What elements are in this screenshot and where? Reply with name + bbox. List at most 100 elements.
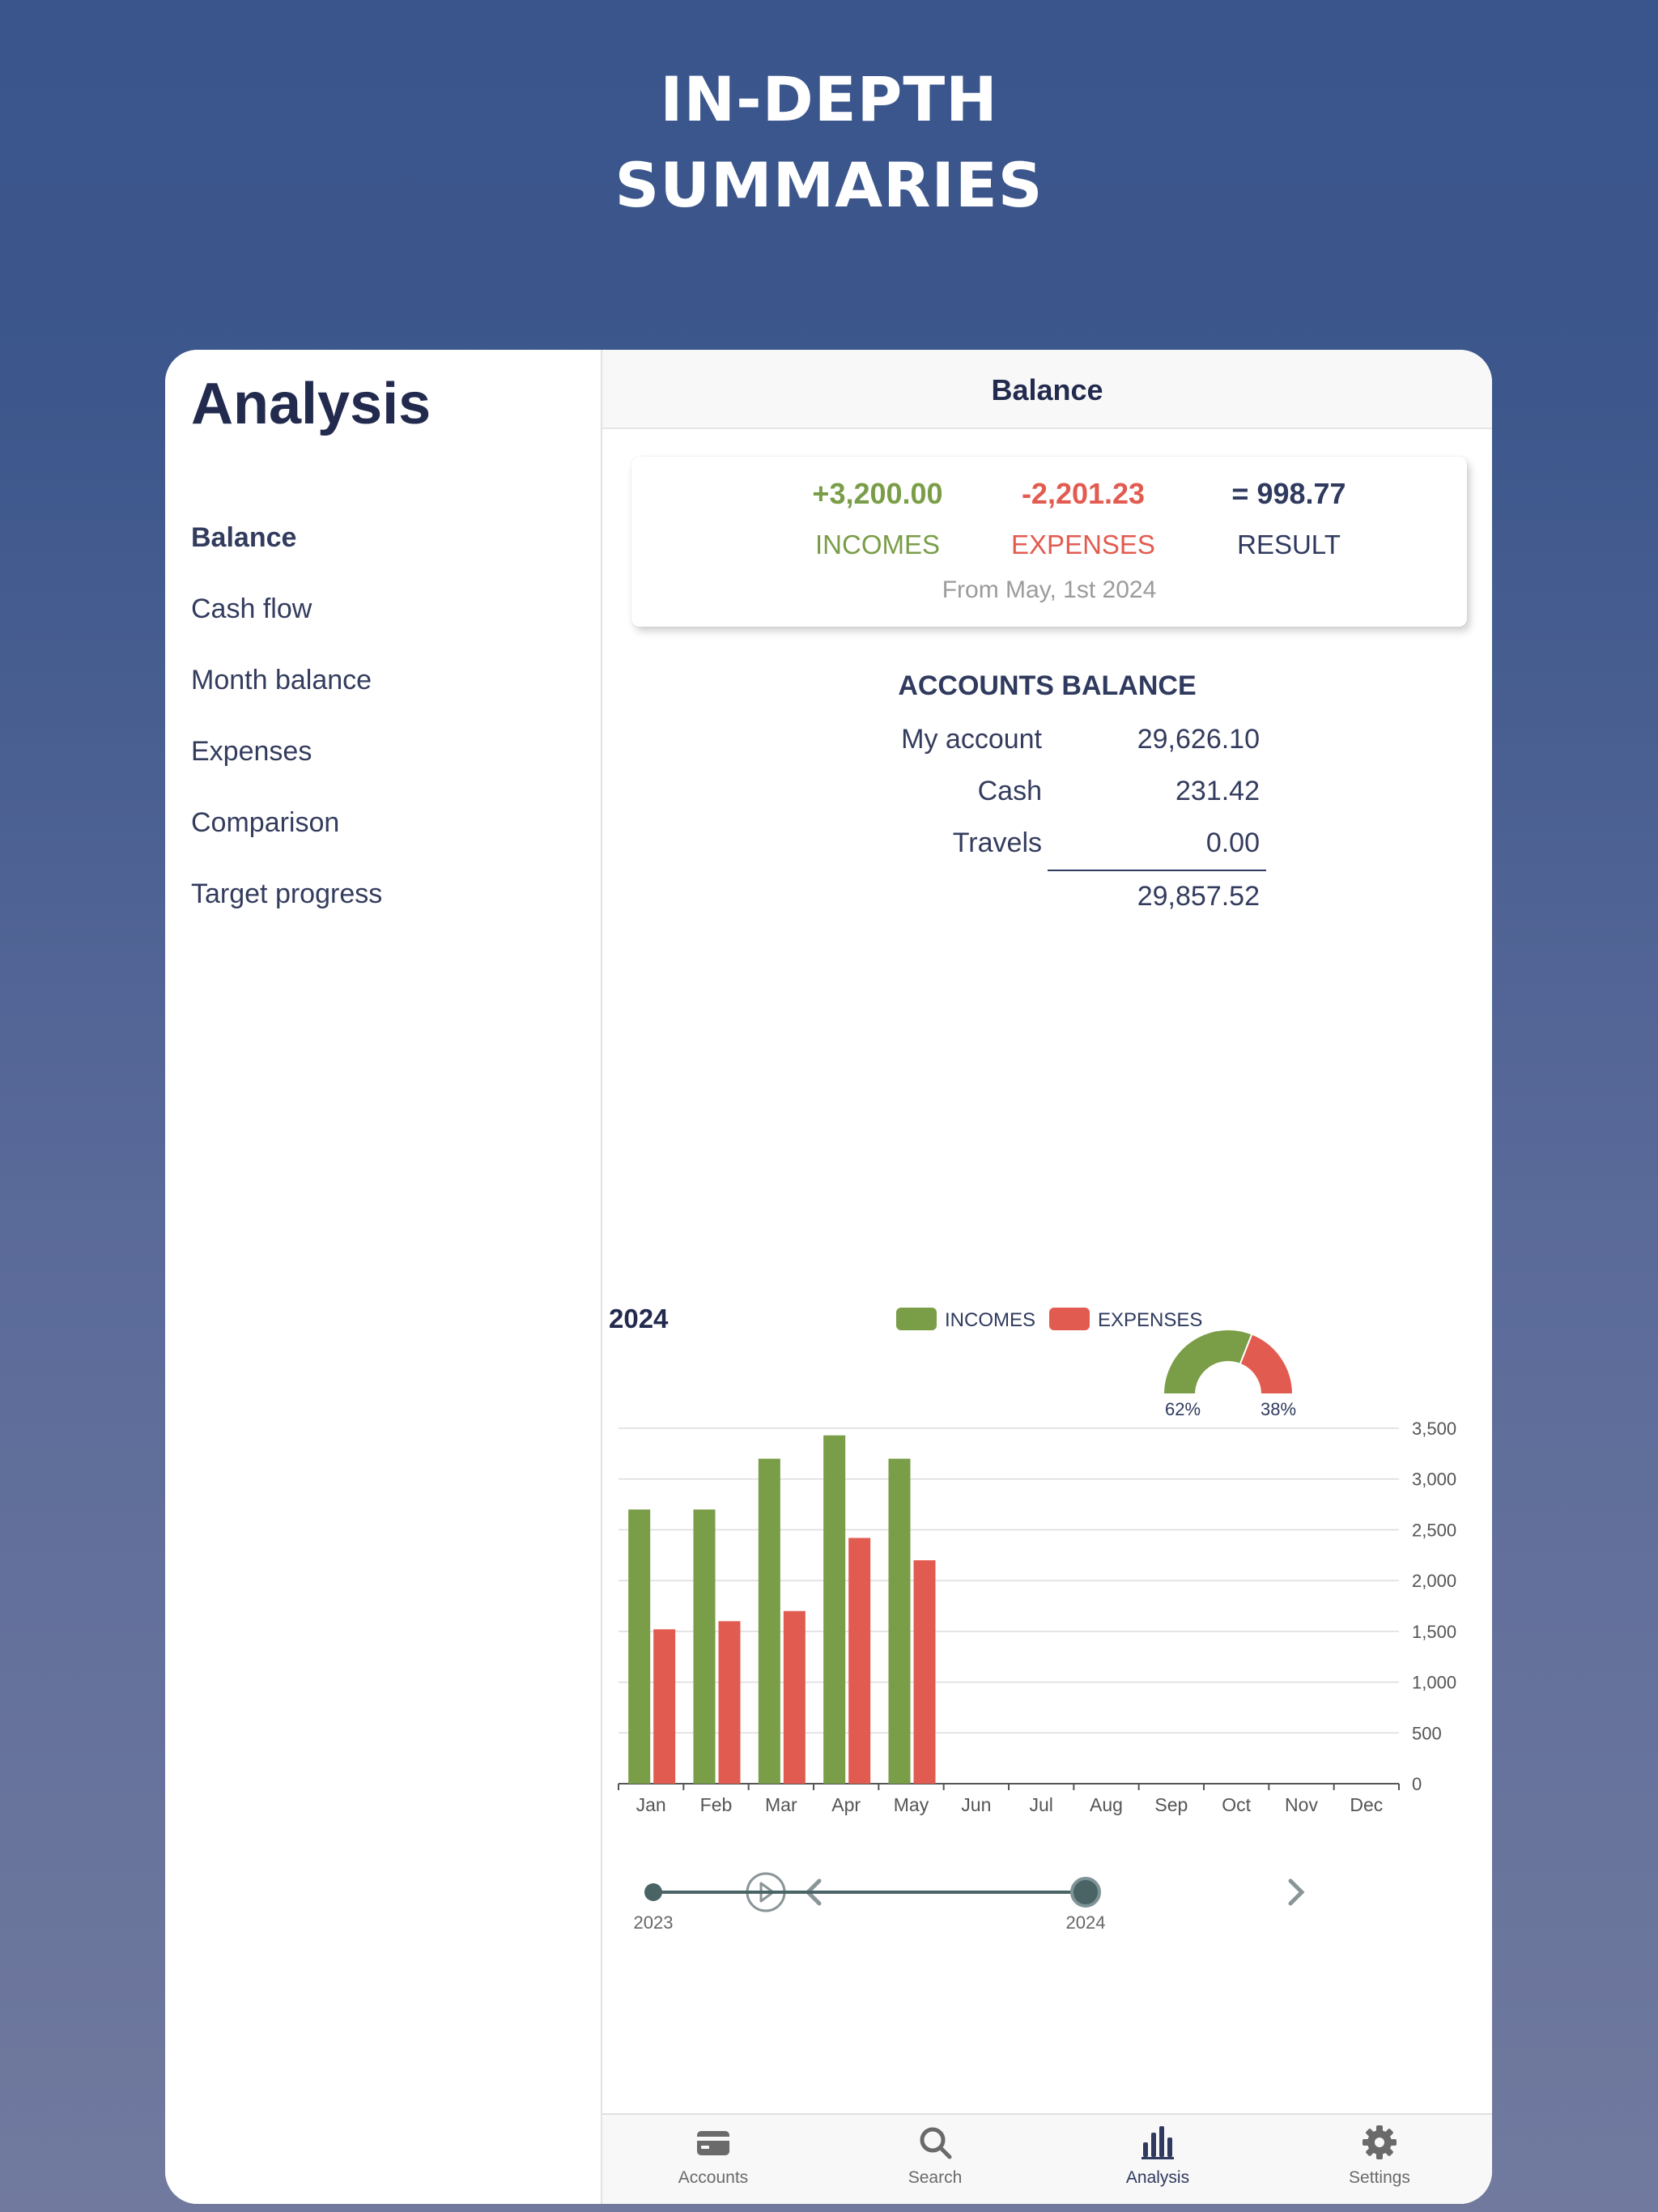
- expense-bar[interactable]: [913, 1560, 936, 1784]
- expense-bar[interactable]: [718, 1621, 741, 1784]
- y-tick-label: 3,500: [1412, 1419, 1456, 1439]
- accounts-balance-title: ACCOUNTS BALANCE: [898, 670, 1197, 701]
- account-row: Cash 231.42: [602, 776, 1492, 827]
- timeline-start-label: 2023: [634, 1912, 674, 1933]
- timeline-end-label: 2024: [1066, 1912, 1106, 1933]
- y-tick-label: 3,000: [1412, 1470, 1456, 1490]
- accounts-total-row: 29,857.52: [602, 881, 1492, 933]
- sidebar-item-month-balance[interactable]: Month balance: [191, 665, 372, 696]
- sidebar: Analysis Balance Cash flow Month balance…: [165, 350, 602, 2204]
- account-name: Cash: [977, 776, 1042, 806]
- promo-title-line2: SUMMARIES: [614, 149, 1044, 221]
- tab-search[interactable]: Search: [824, 2115, 1046, 2204]
- balance-chart: 2024 INCOMES EXPENSES 62% 38% 0 500 1,000 1,…: [609, 1304, 1456, 1815]
- tab-accounts[interactable]: Accounts: [602, 2115, 824, 2204]
- result-summary: = 998.77 RESULT: [1184, 473, 1394, 564]
- income-bar[interactable]: [693, 1509, 716, 1784]
- legend-expenses-label[interactable]: EXPENSES: [1098, 1309, 1202, 1331]
- y-tick-label: 2,500: [1412, 1520, 1456, 1540]
- expenses-summary: -2,201.23 EXPENSES: [978, 473, 1188, 564]
- next-year-chevron-icon[interactable]: [1288, 1878, 1305, 1906]
- promo-title-line1: IN-DEPTH: [660, 63, 998, 135]
- x-tick-label: Jul: [1029, 1794, 1052, 1815]
- sidebar-item-target-progress[interactable]: Target progress: [191, 878, 383, 909]
- tab-label: Settings: [1349, 2168, 1410, 2187]
- legend-expenses-swatch: [1049, 1308, 1090, 1330]
- y-tick-label: 0: [1412, 1774, 1422, 1794]
- tab-label: Accounts: [678, 2168, 749, 2187]
- accounts-total: 29,857.52: [1137, 881, 1260, 912]
- expense-bar[interactable]: [783, 1610, 806, 1784]
- account-name: My account: [901, 724, 1042, 755]
- sidebar-item-expenses[interactable]: Expenses: [191, 736, 312, 767]
- sidebar-item-balance[interactable]: Balance: [191, 522, 297, 553]
- incomes-value: +3,200.00: [812, 477, 943, 510]
- account-row: Travels 0.00: [602, 827, 1492, 879]
- x-tick-label: Jan: [636, 1794, 666, 1815]
- legend-incomes-label[interactable]: INCOMES: [945, 1309, 1035, 1331]
- main-pane: Balance +3,200.00 INCOMES -2,201.23 EXPE…: [602, 350, 1492, 2204]
- bar-chart-icon: [1141, 2126, 1174, 2159]
- account-amount: 0.00: [1205, 827, 1260, 858]
- x-tick-label: Aug: [1090, 1794, 1123, 1815]
- x-tick-label: Sep: [1154, 1794, 1188, 1815]
- x-tick-label: Dec: [1350, 1794, 1383, 1815]
- sidebar-title: Analysis: [191, 372, 432, 436]
- tab-analysis[interactable]: Analysis: [1047, 2115, 1269, 2204]
- page-title: Balance: [991, 373, 1103, 406]
- income-expense-gauge: 62% 38%: [1162, 1329, 1296, 1419]
- x-tick-label: Oct: [1222, 1794, 1251, 1815]
- card-icon: [697, 2131, 729, 2155]
- expense-bar[interactable]: [848, 1538, 871, 1784]
- promo-title: IN-DEPTH SUMMARIES: [0, 57, 1658, 228]
- x-tick-label: Mar: [765, 1794, 797, 1815]
- gauge-income-segment[interactable]: [1162, 1329, 1253, 1395]
- x-tick-label: Apr: [831, 1794, 861, 1815]
- result-value: = 998.77: [1231, 477, 1346, 510]
- tab-label: Analysis: [1125, 2168, 1190, 2187]
- x-tick-label: Feb: [700, 1794, 733, 1815]
- incomes-label: INCOMES: [814, 530, 940, 559]
- total-divider: [1048, 870, 1266, 871]
- timeline-thumb[interactable]: [1070, 1877, 1101, 1908]
- gauge-expense-segment[interactable]: [1239, 1333, 1295, 1395]
- income-bar[interactable]: [823, 1435, 846, 1784]
- tab-settings[interactable]: Settings: [1269, 2115, 1490, 2204]
- expense-bar[interactable]: [653, 1629, 676, 1784]
- income-bar[interactable]: [758, 1458, 780, 1784]
- x-tick-label: Nov: [1285, 1794, 1318, 1815]
- tab-bar: Accounts Search Analysis: [602, 2113, 1492, 2204]
- tab-label: Search: [908, 2168, 963, 2187]
- gauge-expense-label: 38%: [1261, 1399, 1296, 1419]
- income-bar[interactable]: [628, 1509, 651, 1784]
- y-tick-label: 1,000: [1412, 1673, 1456, 1693]
- y-tick-label: 2,000: [1412, 1571, 1456, 1591]
- summary-card: +3,200.00 INCOMES -2,201.23 EXPENSES = 9…: [631, 457, 1467, 627]
- result-label: RESULT: [1237, 530, 1341, 559]
- account-amount: 231.42: [1175, 776, 1260, 806]
- gauge-income-label: 62%: [1165, 1399, 1201, 1419]
- year-timeline: 2023 2024: [634, 1872, 1305, 1933]
- income-bar[interactable]: [888, 1458, 911, 1784]
- chart-year-label: 2024: [609, 1304, 669, 1334]
- gear-icon: [1363, 2125, 1397, 2159]
- sidebar-menu: Balance Cash flow Month balance Expenses…: [191, 512, 382, 939]
- y-tick-label: 500: [1412, 1723, 1442, 1743]
- account-name: Travels: [952, 827, 1042, 858]
- chart-legend: INCOMES EXPENSES: [896, 1308, 1202, 1331]
- chart-plot-area: 0 500 1,000 1,500 2,000 2,500 3,000 3,500 Jan Feb…: [618, 1419, 1456, 1815]
- app-window: Analysis Balance Cash flow Month balance…: [165, 350, 1492, 2204]
- expenses-value: -2,201.23: [1021, 477, 1146, 510]
- sidebar-item-cash-flow[interactable]: Cash flow: [191, 593, 312, 624]
- sidebar-item-comparison[interactable]: Comparison: [191, 807, 340, 838]
- account-amount: 29,626.10: [1137, 724, 1260, 755]
- x-tick-label: May: [894, 1794, 929, 1815]
- navbar: Balance: [602, 350, 1492, 429]
- search-icon: [920, 2127, 952, 2159]
- from-date: From May, 1st 2024: [942, 576, 1157, 603]
- legend-incomes-swatch: [896, 1308, 937, 1330]
- y-tick-label: 1,500: [1412, 1622, 1456, 1642]
- timeline-start-marker[interactable]: [644, 1883, 662, 1901]
- account-row: My account 29,626.10: [602, 724, 1492, 776]
- x-tick-label: Jun: [961, 1794, 991, 1815]
